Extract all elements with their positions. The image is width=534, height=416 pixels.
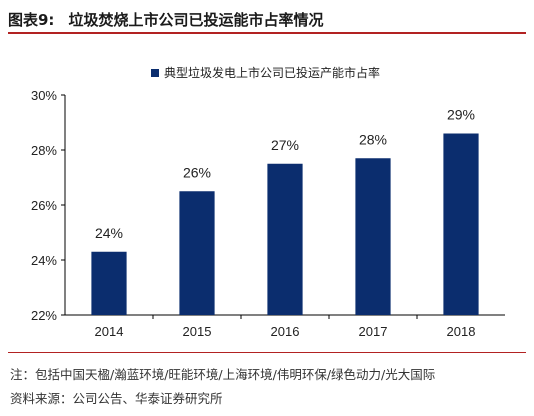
footer-divider <box>8 352 526 353</box>
y-tick-label: 24% <box>31 253 57 268</box>
x-tick-label: 2017 <box>359 324 388 339</box>
legend-swatch <box>151 69 159 77</box>
data-label: 28% <box>359 131 387 147</box>
footnote-note: 注：包括中国天楹/瀚蓝环境/旺能环境/上海环境/伟明环保/绿色动力/光大国际 <box>10 367 436 382</box>
bar <box>443 133 479 315</box>
y-tick-label: 22% <box>31 308 57 323</box>
data-label: 24% <box>95 225 123 241</box>
data-label: 29% <box>447 107 475 123</box>
legend: 典型垃圾发电上市公司已投运产能市占率 <box>151 65 380 80</box>
y-ticks: 22% 24% 26% 28% 30% <box>31 88 65 323</box>
data-label: 26% <box>183 164 211 180</box>
bar <box>91 251 127 315</box>
bar <box>355 158 391 315</box>
x-tick-label: 2016 <box>271 324 300 339</box>
figure-number: 图表9: <box>8 10 55 29</box>
bar <box>267 163 303 315</box>
data-label: 27% <box>271 137 299 153</box>
bar <box>179 191 215 315</box>
legend-label: 典型垃圾发电上市公司已投运产能市占率 <box>164 65 380 80</box>
y-tick-label: 30% <box>31 88 57 103</box>
bars: 24% 26% 27% 28% 29% <box>91 107 479 315</box>
figure-title: 图表9: 垃圾焚烧上市公司已投运能市占率情况 <box>8 6 526 34</box>
x-tick-label: 2015 <box>183 324 212 339</box>
figure-title-text: 垃圾焚烧上市公司已投运能市占率情况 <box>68 10 324 29</box>
x-tick-label: 2018 <box>447 324 476 339</box>
x-ticks: 2014 2015 2016 2017 2018 <box>95 315 476 339</box>
footnote-source: 资料来源：公司公告、华泰证券研究所 <box>10 391 223 406</box>
x-tick-label: 2014 <box>95 324 124 339</box>
bar-chart: 典型垃圾发电上市公司已投运产能市占率 22% 24% 26% 28% 30% 24% 26… <box>31 65 505 339</box>
y-tick-label: 28% <box>31 143 57 158</box>
y-tick-label: 26% <box>31 198 57 213</box>
